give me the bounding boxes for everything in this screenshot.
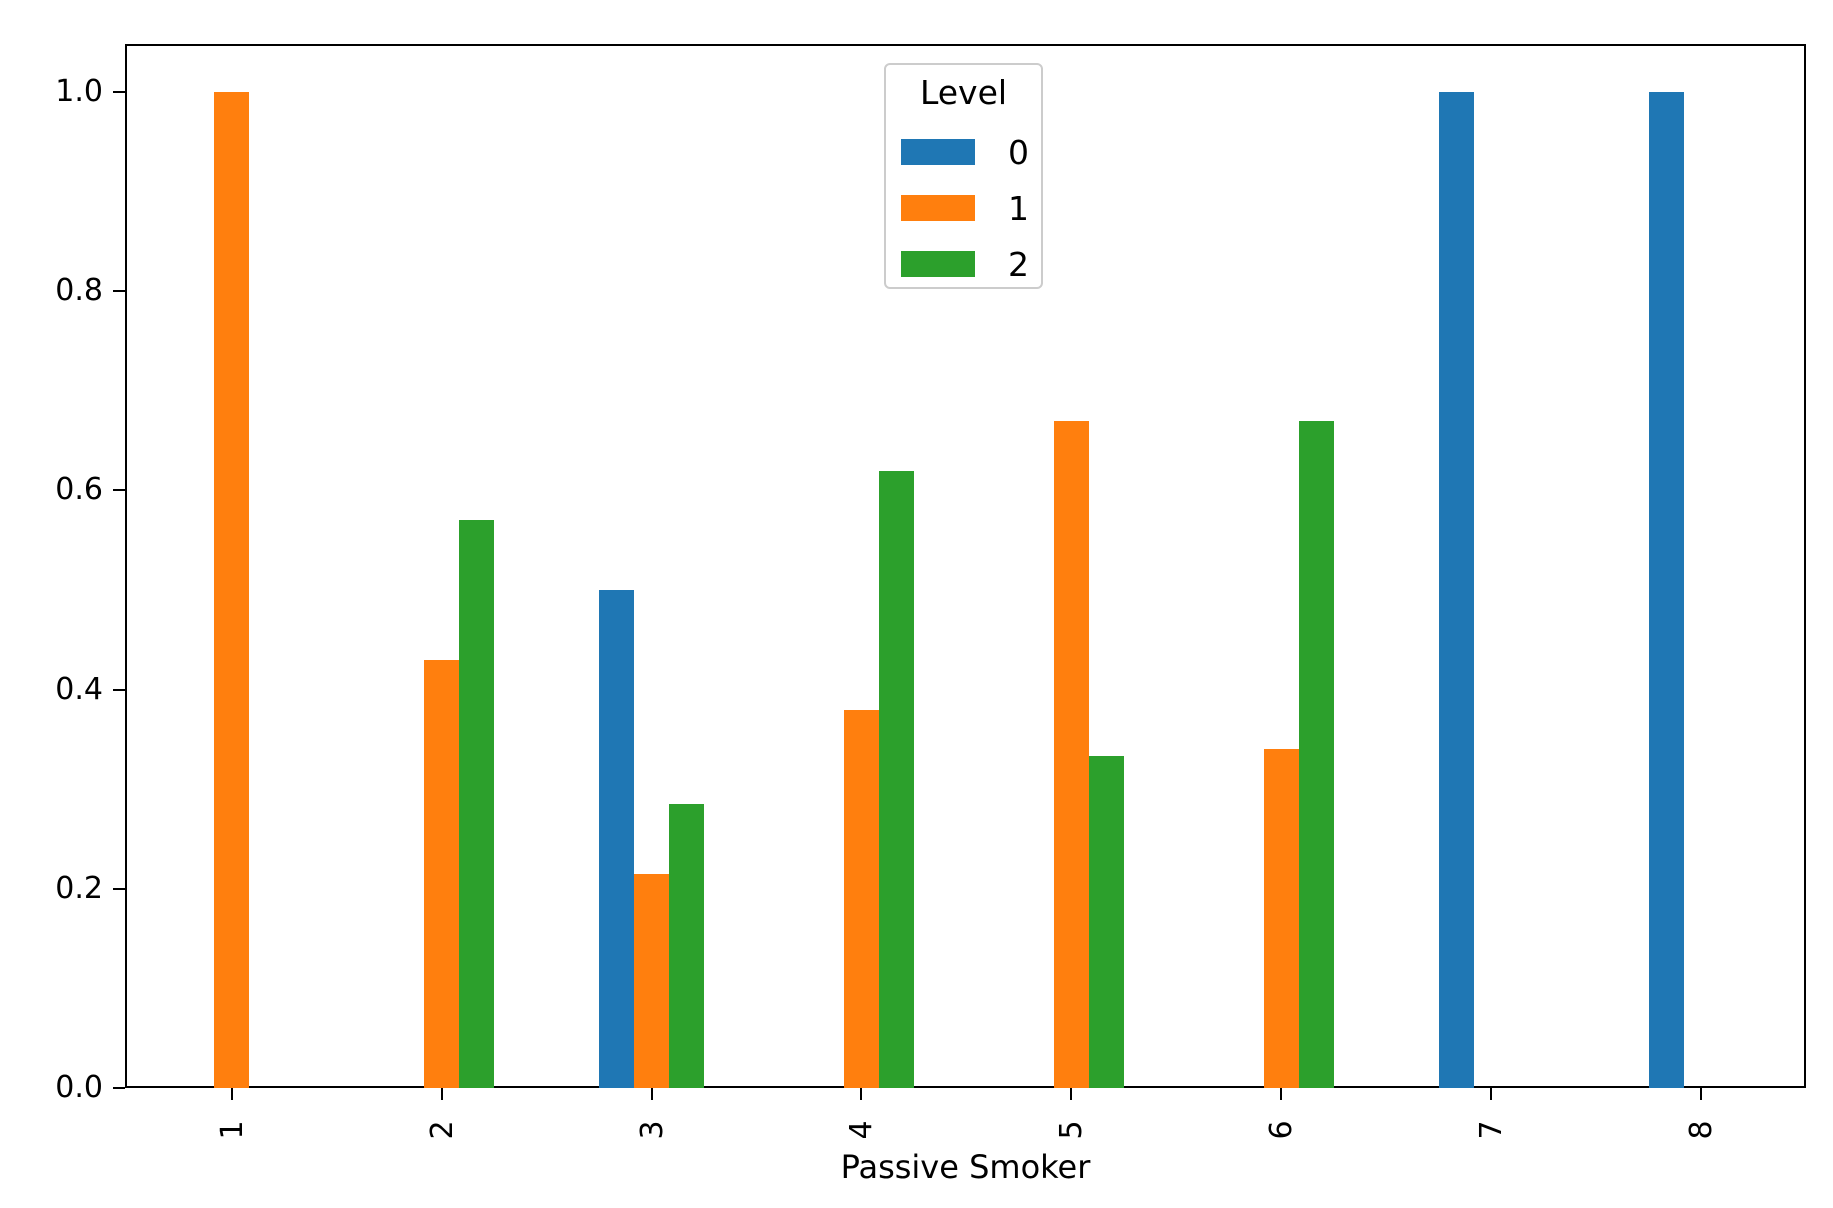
legend-label-0: 0 (1008, 132, 1029, 172)
x-tick-4 (860, 1088, 863, 1100)
x-tick-2 (440, 1088, 443, 1100)
y-tick-label-0.0: 0.0 (55, 1070, 103, 1105)
bar-cat8-level0 (1648, 92, 1684, 1088)
bar-cat1-level1 (214, 92, 250, 1088)
legend: Level 0 1 2 (884, 63, 1043, 289)
legend-swatch-1 (901, 195, 975, 221)
bar-cat6-level1 (1263, 749, 1299, 1088)
y-tick-label-0.4: 0.4 (55, 671, 103, 707)
bar-cat2-level2 (459, 520, 495, 1088)
bar-cat3-level2 (669, 804, 704, 1088)
y-tick-0.6 (113, 489, 125, 492)
y-tick-0.0 (113, 1087, 125, 1089)
bar-cat5-level2 (1088, 756, 1124, 1088)
bar-cat4-level1 (843, 709, 879, 1088)
x-tick-label-4: 4 (843, 1120, 879, 1140)
x-tick-label-5: 5 (1053, 1120, 1089, 1140)
x-axis-label: Passive Smoker (840, 1148, 1091, 1186)
x-tick-label-8: 8 (1683, 1120, 1719, 1140)
legend-label-2: 2 (1008, 244, 1029, 284)
bar-cat2-level1 (424, 659, 460, 1088)
x-tick-label-7: 7 (1473, 1120, 1509, 1140)
x-tick-label-6: 6 (1263, 1120, 1299, 1140)
y-tick-label-0.2: 0.2 (55, 870, 103, 906)
bar-cat5-level1 (1053, 420, 1089, 1088)
legend-swatch-2 (901, 251, 975, 277)
bar-cat6-level2 (1298, 420, 1334, 1088)
legend-item-1: 1 (886, 188, 1041, 228)
y-tick-0.8 (113, 290, 125, 293)
x-tick-6 (1280, 1088, 1283, 1100)
x-tick-label-1: 1 (214, 1120, 250, 1140)
y-tick-label-0.6: 0.6 (55, 472, 103, 508)
bar-cat3-level1 (634, 873, 669, 1088)
y-tick-label-0.8: 0.8 (55, 273, 103, 309)
x-tick-7 (1490, 1088, 1493, 1100)
legend-title: Level (919, 73, 1008, 112)
x-tick-1 (230, 1088, 233, 1100)
legend-items: 0 1 2 (886, 132, 1041, 284)
y-tick-0.2 (113, 887, 125, 890)
legend-label-1: 1 (1008, 188, 1029, 228)
y-tick-label-1.0: 1.0 (55, 74, 103, 109)
bar-cat3-level0 (599, 590, 634, 1088)
bar-cat7-level0 (1438, 92, 1474, 1088)
x-tick-3 (650, 1088, 653, 1100)
x-tick-5 (1070, 1088, 1073, 1100)
legend-swatch-0 (901, 139, 975, 165)
bar-cat4-level2 (878, 470, 914, 1088)
x-tick-label-3: 3 (634, 1120, 669, 1140)
y-tick-1.0 (113, 91, 125, 93)
legend-item-2: 2 (886, 244, 1041, 284)
legend-item-0: 0 (886, 132, 1041, 172)
y-tick-0.4 (113, 688, 125, 691)
x-tick-8 (1700, 1088, 1702, 1100)
x-tick-label-2: 2 (424, 1120, 460, 1140)
